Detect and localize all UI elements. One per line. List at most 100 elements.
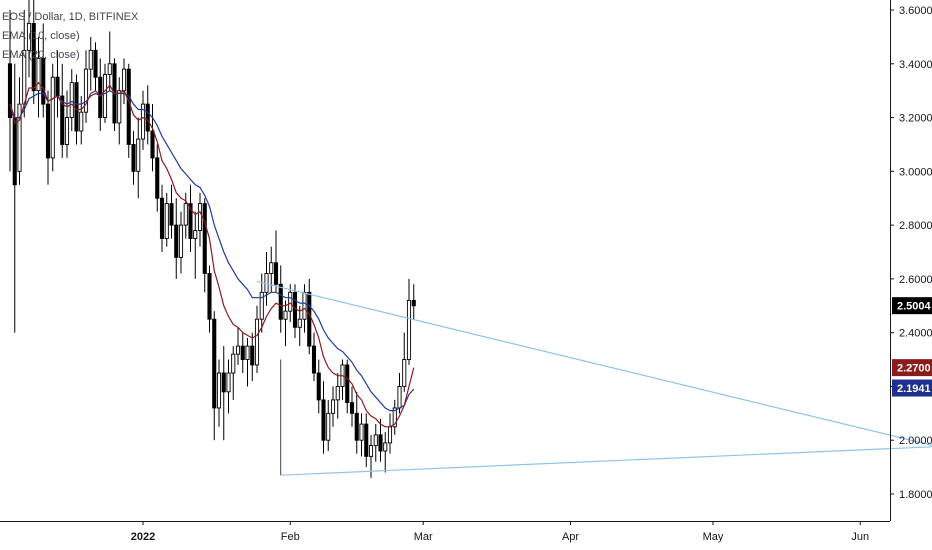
candle-body-up (330, 399, 336, 414)
time-tick-label: 2022 (131, 531, 155, 543)
candle-body-down (93, 49, 98, 78)
candle-body-up (297, 318, 302, 328)
candle-body-up (269, 262, 274, 274)
candle (174, 198, 179, 279)
price-badge: 2.5004 (892, 297, 932, 315)
price-tick-label: 3.2000 (899, 113, 932, 125)
candle-body-down (212, 318, 217, 409)
candle (121, 58, 127, 105)
candle-body-down (126, 68, 131, 145)
candle-body-down (155, 157, 160, 199)
price-axis[interactable]: 3.6000 3.4000 3.2000 3.0000 2.8000 2.6000 2.40… (890, 5, 932, 501)
candle (231, 346, 236, 400)
legend-ema-20[interactable]: EMA (20, close) (2, 49, 80, 61)
candle (140, 90, 146, 150)
candle-body-down (150, 130, 155, 159)
candle (283, 300, 288, 347)
candle-body-up (368, 445, 374, 457)
candle (93, 42, 98, 91)
candle-body-up (326, 412, 331, 441)
price-badge-label: 2.2700 (897, 363, 931, 375)
price-tick-label: 3.6000 (899, 5, 932, 17)
trendline-upper[interactable] (256, 280, 932, 468)
candle-body-down (411, 299, 416, 307)
candle-body-down (378, 434, 383, 452)
candle (178, 211, 184, 274)
candle (245, 338, 250, 387)
candle-body-down (145, 103, 150, 132)
legend-title[interactable]: EOS / Dollar, 1D, BITFINEX (2, 11, 139, 23)
candle-body-down (7, 63, 13, 119)
candle-body-up (283, 310, 288, 320)
candle-body-down (349, 402, 355, 414)
candle (373, 424, 378, 462)
candle-body-down (55, 76, 60, 97)
legend-ema-10[interactable]: EMA (10, close) (2, 30, 80, 42)
candle (164, 192, 169, 247)
candle (297, 305, 302, 347)
candle-body-down (311, 345, 317, 374)
candle-body-up (178, 224, 184, 258)
trendlines-layer[interactable] (256, 280, 932, 476)
candle (60, 63, 65, 158)
candle-body-up (107, 63, 112, 75)
candle-body-up (302, 291, 307, 320)
candle (155, 144, 160, 212)
candle-body-up (259, 291, 264, 320)
candle-body-down (321, 399, 326, 441)
price-tick-label: 1.8000 (899, 489, 932, 501)
price-tick-label: 2.8000 (899, 220, 932, 232)
candle-body-up (26, 22, 32, 51)
candle (26, 0, 32, 78)
candle-body-down (159, 197, 165, 240)
candle-body-up (406, 299, 412, 361)
candle (316, 359, 321, 414)
candle-body-up (373, 434, 378, 447)
candle (83, 50, 89, 123)
candle (226, 359, 231, 414)
candle-body-down (188, 203, 193, 240)
candle-body-up (50, 76, 55, 159)
candle (193, 211, 198, 279)
candle-body-down (250, 345, 255, 366)
candle (98, 58, 103, 131)
candle (349, 386, 355, 427)
candle-body-up (335, 385, 340, 401)
candle-body-down (169, 203, 174, 226)
price-tick-label: 2.4000 (899, 328, 932, 340)
price-badge-bg (892, 359, 932, 377)
candle (273, 230, 279, 293)
candle-body-down (364, 423, 369, 457)
candle (36, 36, 41, 118)
candle (212, 311, 217, 441)
price-badge: 2.1941 (892, 379, 932, 397)
candle (150, 104, 155, 172)
candle (131, 131, 136, 185)
candle (354, 391, 359, 454)
candle (378, 418, 383, 462)
candle (364, 413, 369, 468)
candle (145, 85, 150, 145)
candle-body-up (245, 345, 250, 361)
candle (117, 77, 122, 145)
candle (292, 284, 298, 339)
candle (12, 63, 17, 333)
time-axis[interactable]: 2022FebMarAprMayJunJul (131, 521, 932, 543)
candle (207, 265, 212, 333)
candle (202, 198, 207, 293)
candle (321, 381, 326, 454)
price-badge-bg (892, 297, 932, 315)
candle-body-up (226, 372, 231, 393)
candle-body-down (207, 273, 212, 320)
price-badge: 2.2700 (892, 359, 932, 377)
price-tick-label: 2.0000 (899, 435, 932, 447)
trendline-lower[interactable] (280, 443, 932, 476)
candle-body-up (231, 353, 236, 374)
candle (359, 413, 364, 457)
candle (311, 332, 317, 382)
candle-body-up (183, 203, 188, 226)
candle-body-up (117, 90, 122, 124)
candle (340, 359, 345, 400)
candle-body-down (74, 82, 79, 132)
